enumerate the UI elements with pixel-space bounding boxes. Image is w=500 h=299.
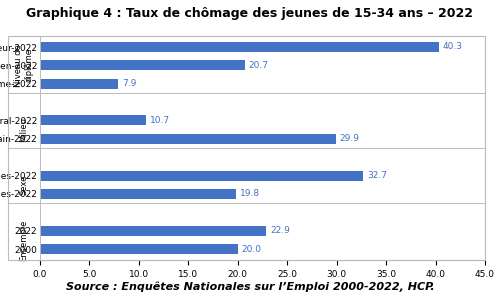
Text: Milieu: Milieu [19,117,28,142]
Text: 40.3: 40.3 [442,42,462,51]
Text: Niveau de
diplôme: Niveau de diplôme [14,44,34,87]
Text: 19.8: 19.8 [240,190,260,199]
Bar [40,134,336,144]
Text: 29.9: 29.9 [340,134,359,143]
Bar [40,226,266,236]
Bar [40,60,244,70]
Text: Source : Enquêtes Nationales sur l’Emploi 2000-2022, HCP.: Source : Enquêtes Nationales sur l’Emplo… [66,281,434,292]
Text: 20.0: 20.0 [242,245,262,254]
Text: 20.7: 20.7 [248,61,268,70]
Bar [40,244,238,254]
Bar [40,189,236,199]
Text: 22.9: 22.9 [270,226,290,235]
Text: Ensemble: Ensemble [19,219,28,261]
Bar [40,170,364,181]
Bar [40,79,118,89]
Bar [40,42,438,52]
Text: Sexe: Sexe [19,175,28,195]
Text: Graphique 4 : Taux de chômage des jeunes de 15-34 ans – 2022: Graphique 4 : Taux de chômage des jeunes… [26,7,473,20]
Text: 7.9: 7.9 [122,79,136,88]
Text: 32.7: 32.7 [368,171,388,180]
Text: 10.7: 10.7 [150,116,170,125]
Bar [40,115,146,126]
